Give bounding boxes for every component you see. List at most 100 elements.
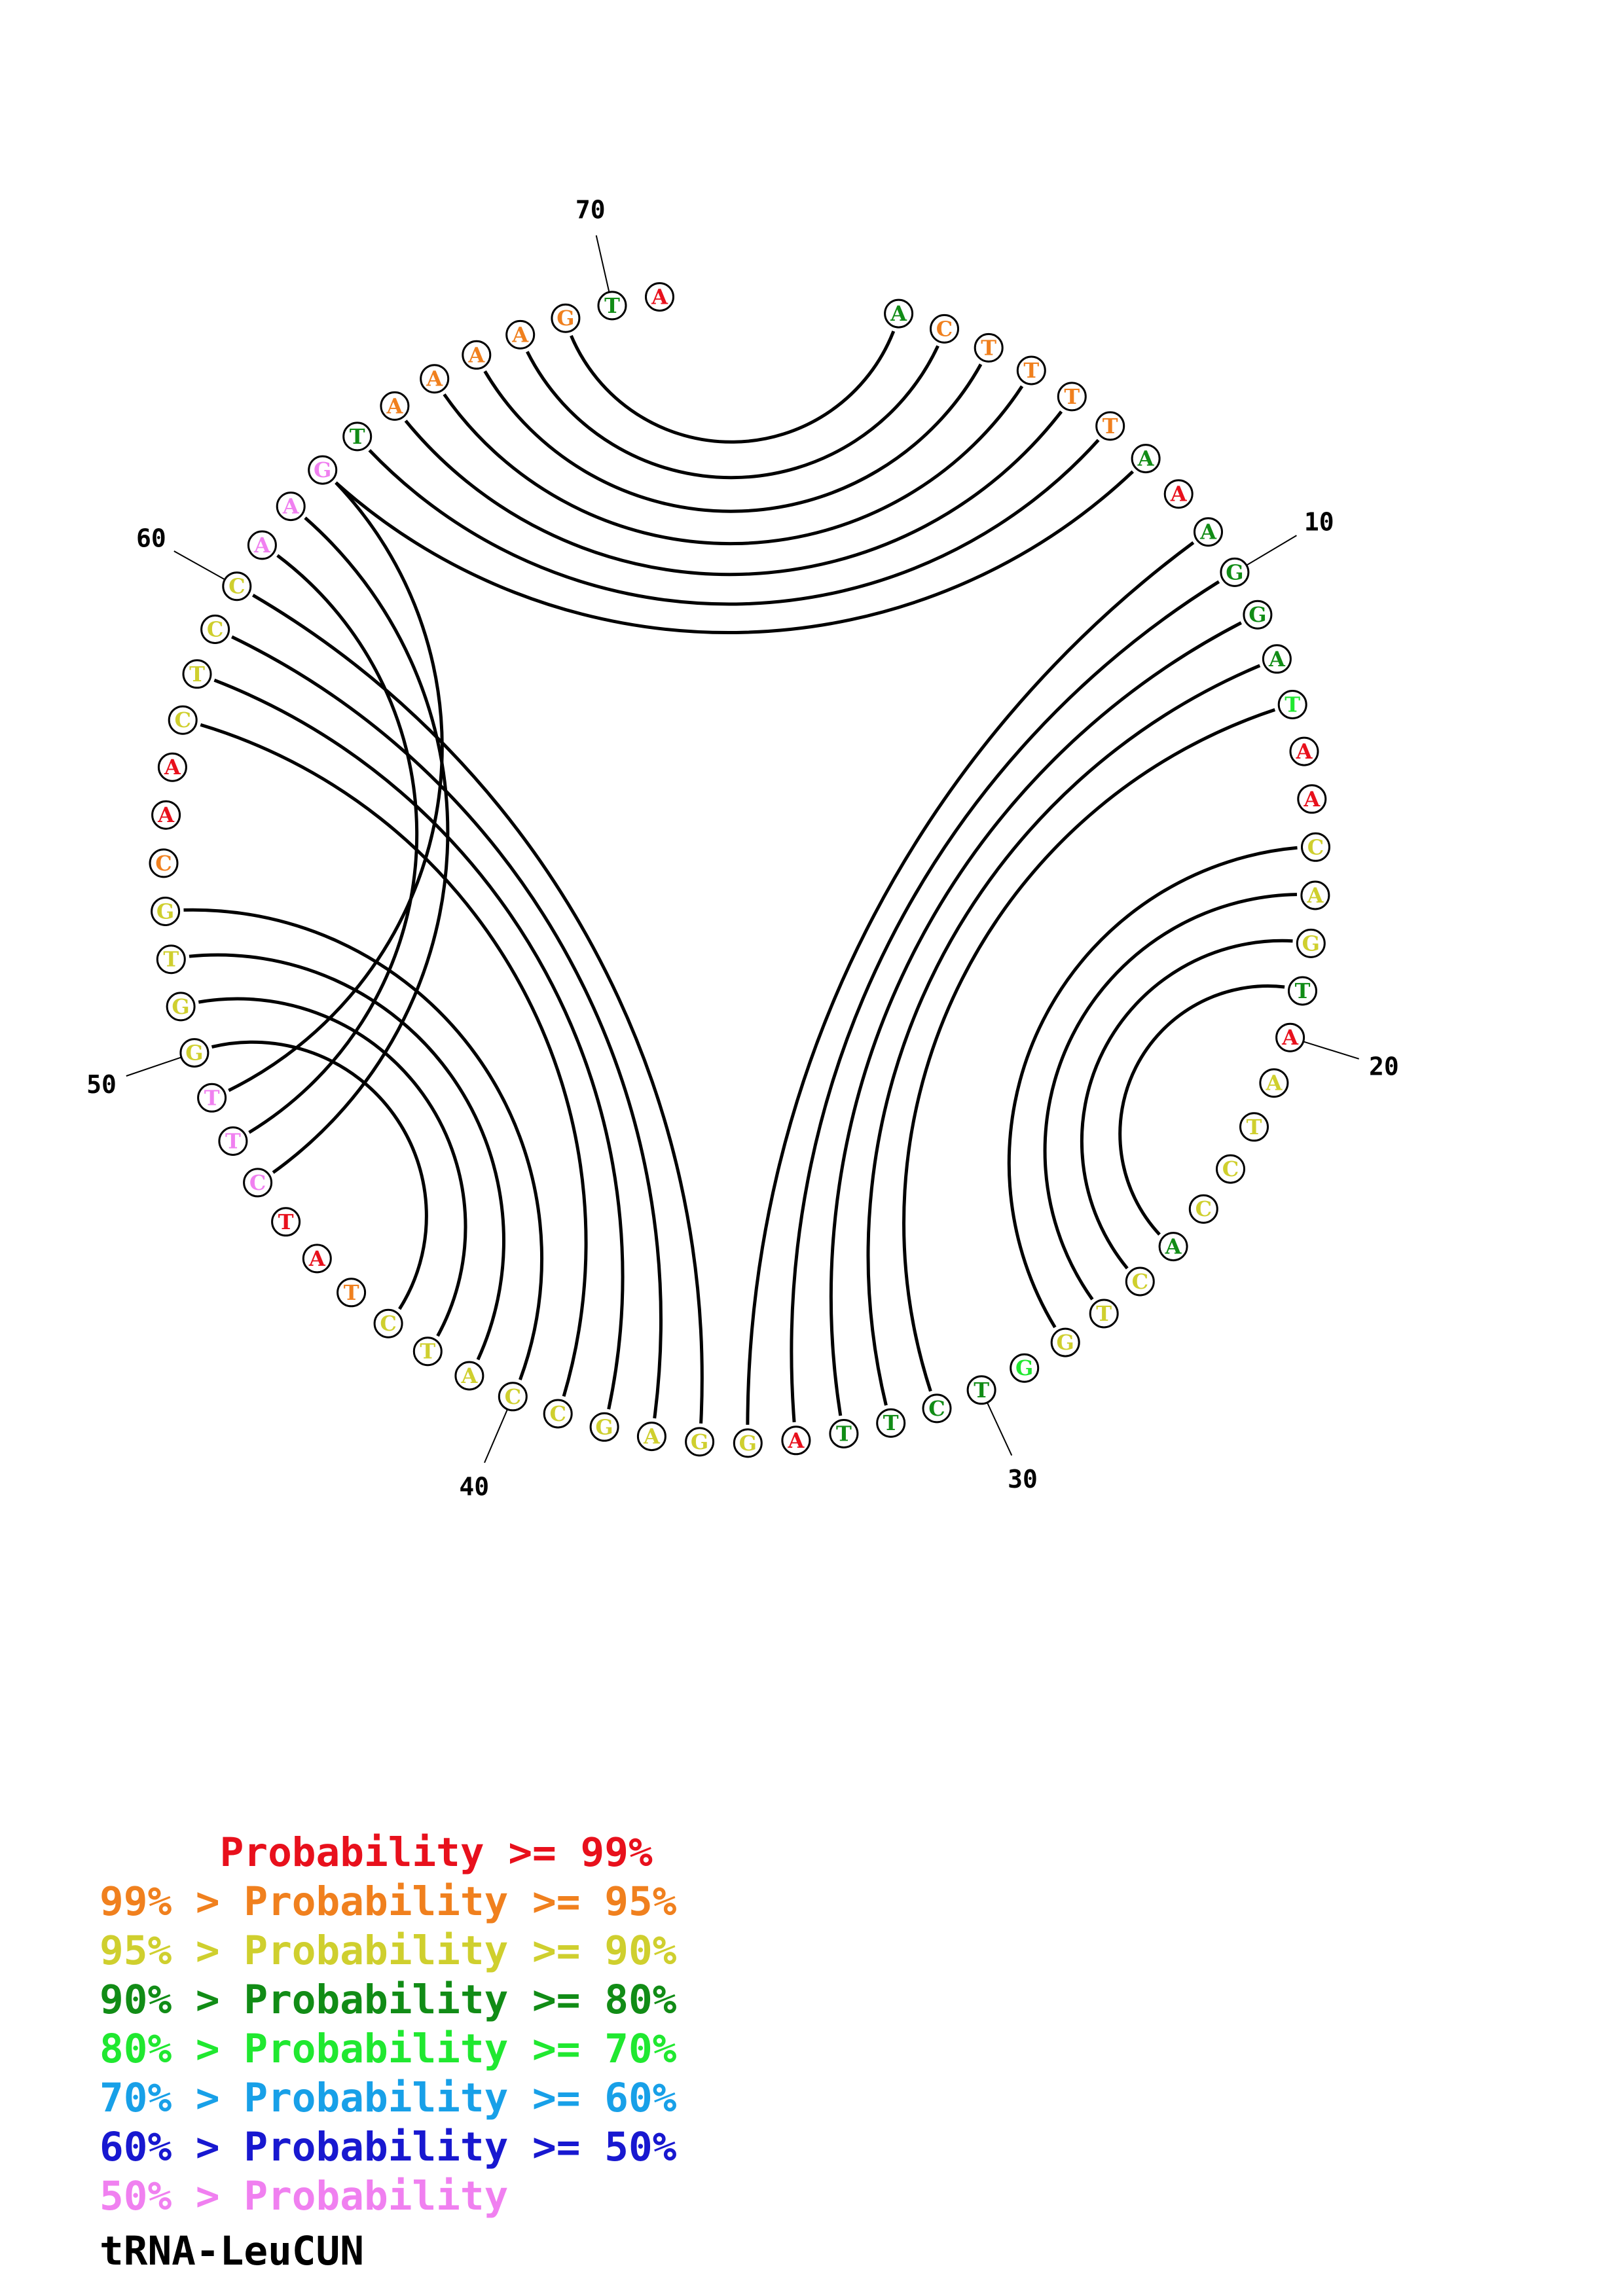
base-circle	[1050, 1327, 1080, 1357]
base-circle	[645, 282, 674, 312]
base-35: G	[733, 1428, 763, 1458]
base-14: A	[1289, 736, 1319, 766]
base-67: A	[462, 340, 492, 370]
base-letter: C	[549, 1401, 566, 1426]
base-circle	[551, 303, 581, 333]
base-61: A	[247, 530, 277, 560]
base-40: C	[498, 1382, 528, 1412]
base-circle	[505, 319, 536, 350]
base-36: G	[685, 1427, 715, 1457]
base-circle	[930, 314, 959, 344]
base-circle	[302, 1244, 332, 1274]
pair-arc	[1007, 846, 1298, 1329]
base-60: C	[222, 571, 252, 601]
base-letter: T	[1096, 1301, 1112, 1326]
base-circle	[156, 944, 186, 975]
base-letter: T	[1295, 978, 1311, 1003]
base-59: C	[200, 615, 230, 644]
base-letter: T	[420, 1339, 435, 1364]
base-letter: A	[164, 755, 181, 780]
base-circle	[1095, 411, 1125, 441]
base-8: A	[1163, 479, 1194, 509]
tick-label: 50	[86, 1070, 117, 1099]
base-43: C	[373, 1308, 403, 1338]
pair-arc	[830, 621, 1242, 1416]
base-29: G	[1010, 1353, 1040, 1383]
pair-arc	[189, 953, 505, 1361]
base-letter: T	[883, 1410, 899, 1435]
tick-line	[173, 550, 225, 580]
pair-arc	[1118, 984, 1285, 1236]
base-circle	[1300, 880, 1330, 910]
legend-row: 60% > Probability >= 50%	[100, 2124, 677, 2170]
base-letter: G	[172, 994, 189, 1019]
base-letter: C	[928, 1396, 945, 1421]
base-54: C	[149, 848, 179, 878]
base-circle	[1262, 644, 1292, 674]
base-letter: C	[228, 574, 245, 599]
base-letter: G	[156, 899, 174, 924]
base-circle	[1243, 600, 1273, 630]
base-circle	[166, 992, 196, 1022]
tick-label: 30	[1008, 1465, 1038, 1494]
pair-arc	[368, 439, 1100, 606]
base-circle	[1297, 784, 1327, 814]
base-circle	[1239, 1112, 1269, 1142]
base-66: A	[420, 364, 450, 394]
base-letter: A	[460, 1363, 478, 1388]
pair-arc	[183, 908, 544, 1380]
base-letter: A	[1303, 787, 1321, 812]
legend-row: 95% > Probability >= 90%	[100, 1928, 677, 1974]
base-circle	[1125, 1266, 1155, 1297]
pair-arc	[200, 723, 588, 1397]
base-letter: G	[314, 457, 331, 482]
base-52: T	[156, 944, 186, 975]
base-34: A	[781, 1426, 811, 1456]
tick-label: 40	[459, 1473, 489, 1501]
base-65: A	[380, 391, 410, 421]
base-letter: C	[1307, 834, 1324, 859]
base-letter: T	[1064, 384, 1080, 409]
base-circle	[462, 340, 492, 370]
base-circle	[197, 1083, 227, 1113]
base-letter: A	[1199, 520, 1217, 545]
base-6: T	[1095, 411, 1125, 441]
base-27: T	[1089, 1299, 1119, 1329]
base-circle	[1220, 557, 1250, 587]
legend-row: 90% > Probability >= 80%	[100, 1977, 677, 2023]
base-letter: C	[207, 617, 223, 642]
base-11: G	[1243, 600, 1273, 630]
base-letter: G	[691, 1429, 708, 1454]
base-circle	[342, 422, 373, 452]
base-circle	[200, 615, 230, 644]
base-circle	[876, 1408, 906, 1438]
base-circle	[243, 1168, 273, 1198]
base-letter: A	[890, 301, 907, 326]
pair-arc	[866, 664, 1261, 1406]
base-circle	[157, 752, 187, 782]
base-letter: C	[505, 1384, 521, 1409]
base-letter: A	[1306, 883, 1324, 908]
base-letter: C	[1222, 1157, 1239, 1181]
base-circle	[685, 1427, 715, 1457]
base-circle	[151, 800, 181, 830]
base-circle	[589, 1412, 619, 1442]
base-letter: T	[189, 662, 205, 687]
base-39: C	[543, 1399, 573, 1429]
base-70: T	[597, 291, 627, 321]
tick-label: 20	[1369, 1052, 1399, 1081]
base-7: A	[1131, 444, 1161, 474]
base-letter: A	[1281, 1025, 1299, 1050]
base-62: A	[276, 492, 306, 522]
pair-arc	[211, 1040, 428, 1310]
base-31: C	[922, 1393, 952, 1424]
position-ticks: 10 20 30 40 50 60 70	[86, 196, 1399, 1501]
base-letter: T	[1103, 414, 1118, 439]
base-circle	[149, 848, 179, 878]
base-letter: A	[467, 342, 485, 367]
base-23: C	[1216, 1154, 1245, 1184]
base-letter: A	[386, 393, 403, 418]
base-letter: T	[350, 424, 365, 449]
base-letter: G	[1057, 1330, 1074, 1355]
base-letter: C	[1195, 1196, 1212, 1221]
